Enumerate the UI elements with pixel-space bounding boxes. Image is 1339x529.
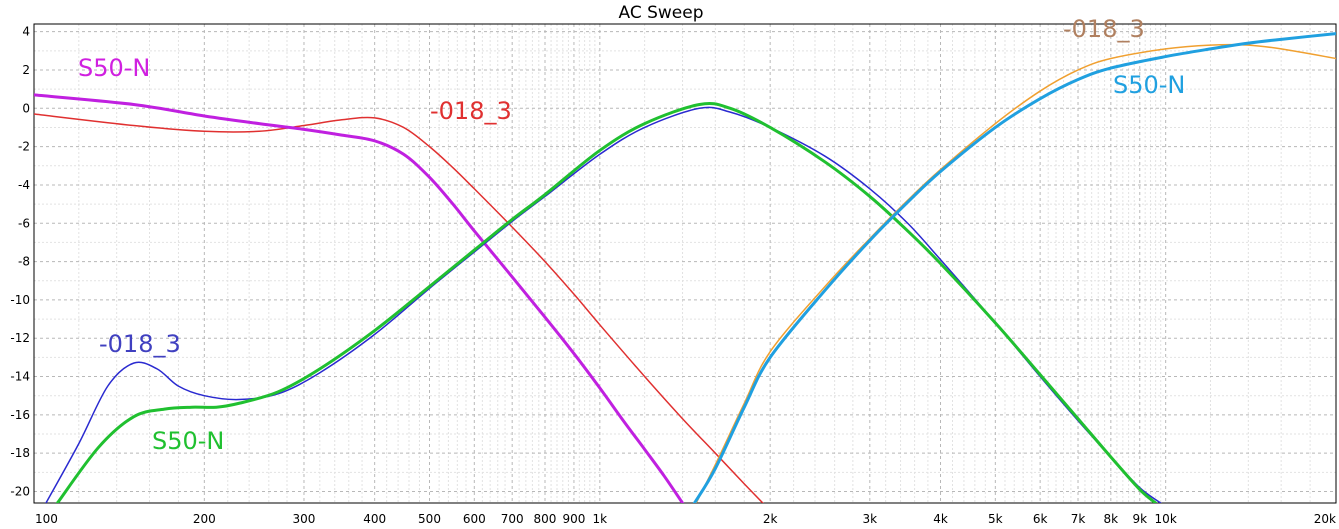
series-layer — [34, 32, 1336, 503]
annotation-s50n-green: S50-N — [152, 427, 224, 455]
chart-title: AC Sweep — [618, 3, 703, 23]
y-tick-label: -8 — [18, 255, 30, 269]
plot-frame — [33, 23, 1337, 504]
x-tick-label: 20k — [1314, 512, 1336, 526]
y-axis-ticks: 4 2 0 -2 -4 -6 -8 -10 -12 -14 -16 -18 -20 — [10, 25, 30, 499]
x-axis-ticks: 100 200 300 400 500 600 700 800 900 1k 2k 3k 4k 5k 6k 7… — [35, 512, 1336, 526]
series-line-5 — [693, 32, 1336, 503]
series-line-0 — [34, 113, 764, 503]
x-tick-label: 5k — [988, 512, 1003, 526]
minor-grid — [34, 24, 1336, 503]
y-tick-label: 0 — [22, 101, 30, 115]
y-tick-label: -6 — [18, 216, 30, 230]
x-tick-label: 4k — [933, 512, 948, 526]
y-tick-label: 2 — [22, 63, 30, 77]
x-tick-label: 400 — [363, 512, 386, 526]
y-tick-label: -18 — [10, 446, 30, 460]
x-tick-label: 300 — [293, 512, 316, 526]
x-tick-label: 100 — [35, 512, 58, 526]
series-line-4 — [695, 43, 1336, 503]
annotation-018-orange: -018_3 — [1063, 15, 1145, 43]
series-line-3 — [55, 101, 1158, 503]
x-tick-label: 200 — [193, 512, 216, 526]
x-tick-label: 6k — [1033, 512, 1048, 526]
x-tick-label: 900 — [562, 512, 585, 526]
x-tick-label: 8k — [1104, 512, 1119, 526]
x-tick-label: 1k — [593, 512, 608, 526]
annotation-s50n-blue: S50-N — [1113, 71, 1185, 99]
x-tick-label: 500 — [418, 512, 441, 526]
y-tick-label: -2 — [18, 140, 30, 154]
major-grid — [34, 24, 1336, 503]
y-tick-label: -16 — [10, 408, 30, 422]
y-tick-label: -12 — [10, 331, 30, 345]
y-tick-label: 4 — [22, 25, 30, 39]
series-annotations: S50-N -018_3 -018_3 S50-N -018_3 S50-N — [78, 15, 1185, 455]
annotation-018-blue: -018_3 — [99, 330, 181, 358]
x-tick-label: 7k — [1071, 512, 1086, 526]
y-tick-label: -10 — [10, 293, 30, 307]
series-line-1 — [34, 93, 685, 503]
annotation-018-red: -018_3 — [430, 97, 512, 125]
x-tick-label: 800 — [534, 512, 557, 526]
x-tick-label: 600 — [463, 512, 486, 526]
x-tick-label: 700 — [501, 512, 524, 526]
y-tick-label: -4 — [18, 178, 30, 192]
x-tick-label: 9k — [1132, 512, 1147, 526]
y-tick-label: -14 — [10, 370, 30, 384]
x-tick-label: 10k — [1155, 512, 1177, 526]
annotation-s50n-magenta: S50-N — [78, 54, 150, 82]
y-tick-label: -20 — [10, 485, 30, 499]
x-tick-label: 2k — [763, 512, 778, 526]
x-tick-label: 3k — [863, 512, 878, 526]
